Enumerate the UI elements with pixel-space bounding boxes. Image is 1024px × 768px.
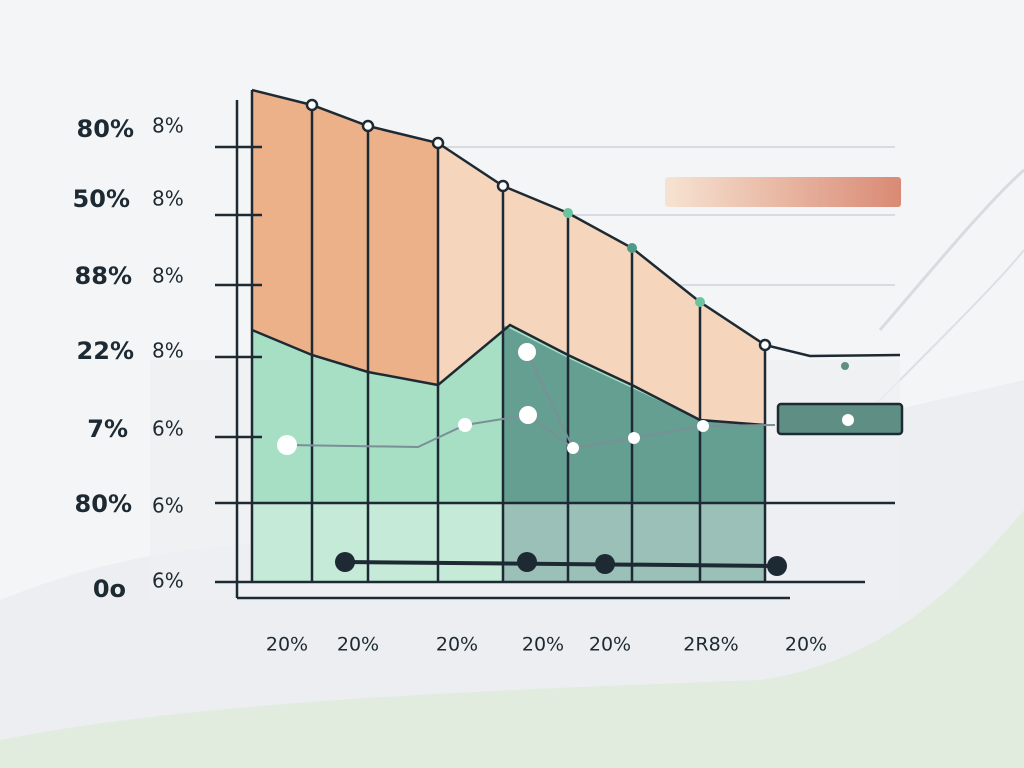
inner-label: 6% — [152, 417, 184, 441]
axes — [215, 100, 895, 600]
left-label: 7% — [87, 415, 128, 443]
bottom-label: 2R8% — [683, 634, 738, 656]
bottom-labels: 20% 20% 20% 20% 20% 2R8% 20% — [266, 634, 827, 656]
left-label: 22% — [77, 337, 134, 365]
bottom-label: 20% — [436, 634, 478, 656]
inner-label: 6% — [152, 569, 184, 593]
left-label: 80% — [75, 490, 132, 518]
inner-label: 8% — [152, 339, 184, 363]
left-label: 50% — [73, 185, 130, 213]
inner-label: 8% — [152, 187, 184, 211]
bottom-label: 20% — [785, 634, 827, 656]
left-label: 0o — [93, 575, 126, 603]
left-labels: 80% 50% 88% 22% 7% 80% 0o — [73, 115, 134, 603]
inner-label: 6% — [152, 494, 184, 518]
markers — [305, 98, 772, 352]
inner-label: 8% — [152, 114, 184, 138]
bottom-label: 20% — [337, 634, 379, 656]
inner-label: 8% — [152, 264, 184, 288]
left-label: 80% — [77, 115, 134, 143]
left-label: 88% — [75, 262, 132, 290]
white-line — [277, 343, 776, 455]
bottom-label: 20% — [589, 634, 631, 656]
inner-labels: 8% 8% 8% 8% 6% 6% 6% — [152, 114, 184, 593]
bottom-label: 20% — [522, 634, 564, 656]
bottom-label: 20% — [266, 634, 308, 656]
pills — [665, 177, 904, 436]
dark-dots — [335, 552, 787, 576]
